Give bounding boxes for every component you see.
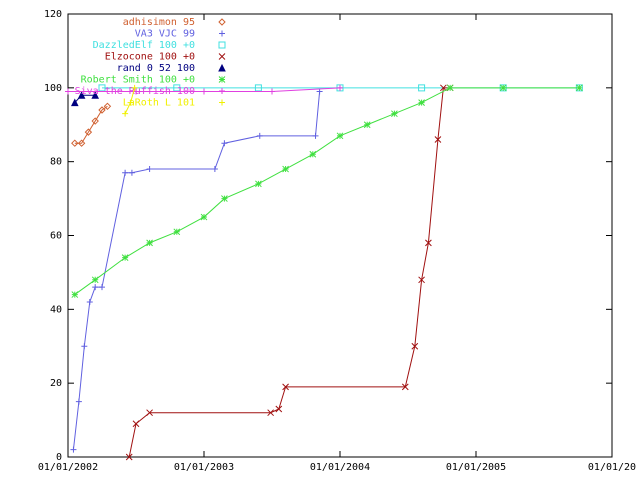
legend-label: rand 0 52 100 <box>117 63 195 74</box>
y-tick-label: 80 <box>50 157 62 168</box>
marker <box>221 140 228 147</box>
legend-label: VA3 VJC 99 <box>135 29 195 40</box>
legend-label: adhisimon 95 <box>123 17 195 28</box>
legend-label: Siva the Ruffish 100 <box>75 86 195 97</box>
legend-label: Elzocone 100 +0 <box>105 52 195 63</box>
y-tick-label: 100 <box>44 83 62 94</box>
marker <box>336 84 344 92</box>
marker <box>425 239 432 247</box>
marker <box>391 110 398 118</box>
marker <box>70 446 77 453</box>
legend-marker <box>218 53 226 60</box>
legend-marker <box>218 41 226 49</box>
marker <box>576 84 583 92</box>
marker <box>122 110 129 117</box>
y-tick-label: 20 <box>50 378 62 389</box>
legend-marker <box>219 99 225 106</box>
x-tick-label: 01/01/2003 <box>174 462 234 473</box>
marker <box>77 91 86 99</box>
series-line <box>74 87 580 295</box>
marker <box>99 284 105 291</box>
marker <box>275 405 283 413</box>
marker <box>200 213 208 221</box>
marker <box>128 169 135 176</box>
marker <box>146 239 153 247</box>
legend-marker <box>218 63 226 72</box>
marker <box>282 165 289 173</box>
series-line <box>128 87 451 458</box>
marker <box>122 169 129 176</box>
marker <box>282 383 289 391</box>
marker <box>173 84 181 92</box>
marker <box>98 106 106 114</box>
marker <box>363 121 371 129</box>
y-tick-label: 0 <box>56 452 62 463</box>
legend-label: Robert Smith 100 +0 <box>81 75 195 86</box>
marker <box>71 291 79 298</box>
marker <box>127 99 134 106</box>
x-tick-label: 01/01/2005 <box>446 462 506 473</box>
legend-label: LaRoth L 101 <box>123 98 195 109</box>
marker <box>146 409 153 417</box>
marker <box>211 166 218 173</box>
marker <box>312 132 319 139</box>
legend-marker <box>219 30 225 37</box>
marker <box>121 254 129 262</box>
y-tick-label: 60 <box>50 231 62 242</box>
marker <box>98 84 106 92</box>
marker <box>221 195 228 202</box>
marker <box>269 88 275 95</box>
x-tick-label: 01/01/2002 <box>38 462 98 473</box>
marker <box>401 383 409 391</box>
marker <box>86 298 93 305</box>
y-tick-label: 40 <box>50 304 62 315</box>
legend-label: DazzledElf 100 +0 <box>93 40 195 51</box>
marker <box>255 180 262 188</box>
marker <box>81 343 88 350</box>
marker <box>254 84 262 92</box>
marker <box>77 139 86 147</box>
marker <box>267 409 274 417</box>
marker <box>256 132 263 139</box>
marker <box>125 453 133 461</box>
marker <box>446 84 454 92</box>
marker <box>132 420 140 428</box>
marker <box>201 88 207 95</box>
marker <box>71 139 79 147</box>
marker <box>434 136 442 143</box>
marker <box>92 284 99 291</box>
marker <box>91 117 99 125</box>
marker <box>91 91 100 99</box>
marker <box>146 166 153 173</box>
x-tick-label: 01/01/20 <box>588 462 636 473</box>
series-line <box>74 105 108 144</box>
marker <box>418 99 425 106</box>
marker <box>84 128 93 136</box>
legend-marker <box>218 76 226 83</box>
marker <box>309 150 317 158</box>
y-tick-label: 120 <box>44 9 62 20</box>
marker <box>103 102 112 110</box>
marker <box>65 88 71 95</box>
legend-marker <box>218 18 226 26</box>
marker <box>418 84 426 92</box>
marker <box>316 88 323 95</box>
marker <box>173 228 181 236</box>
series-line <box>72 91 321 450</box>
marker <box>411 342 419 350</box>
marker <box>131 84 138 91</box>
marker <box>499 84 507 92</box>
marker <box>91 276 99 284</box>
marker <box>336 132 344 140</box>
marker <box>75 398 82 405</box>
legend-marker <box>219 88 225 94</box>
marker <box>337 84 343 91</box>
marker <box>70 98 79 107</box>
x-tick-label: 01/01/2004 <box>310 462 370 473</box>
marker <box>418 276 425 284</box>
